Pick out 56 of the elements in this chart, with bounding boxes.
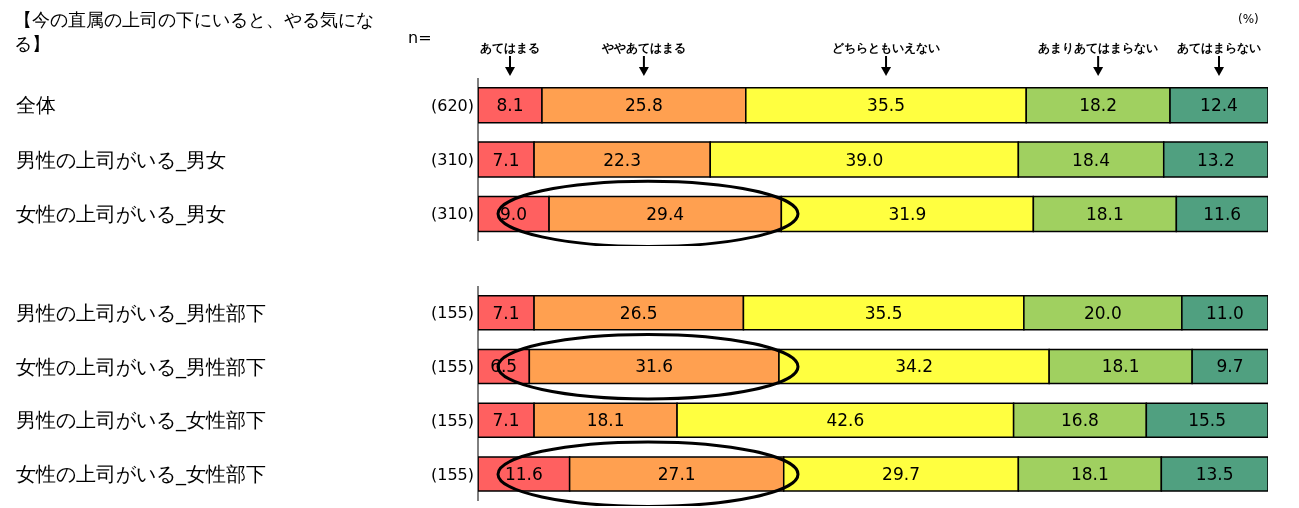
data-label: 42.6 <box>826 410 865 431</box>
text: あてはまらない <box>1177 41 1262 55</box>
y-tick-label: 男性の上司がいる_男女 <box>16 147 226 172</box>
data-label: 18.1 <box>1085 203 1124 224</box>
data-label: 11.6 <box>1203 203 1242 224</box>
text: (%) <box>1238 12 1259 26</box>
text: (155) <box>430 303 474 323</box>
data-label: 26.5 <box>619 302 658 323</box>
text: (155) <box>430 357 474 377</box>
data-label: 13.5 <box>1195 463 1234 484</box>
data-label: 9.0 <box>500 203 528 224</box>
data-label: 18.1 <box>1070 463 1109 484</box>
y-tick-label: 女性の上司がいる_男女 <box>16 201 226 226</box>
text: (155) <box>430 464 474 484</box>
text: (310) <box>430 204 474 224</box>
data-label: 25.8 <box>624 95 663 116</box>
data-label: 8.1 <box>496 95 524 116</box>
text: どちらともいえない <box>832 41 941 55</box>
text: n= <box>408 28 432 47</box>
text: あてはまる <box>479 41 540 55</box>
y-tick-label: 男性の上司がいる_男性部下 <box>16 300 266 325</box>
data-label: 35.5 <box>867 95 905 116</box>
data-label: 13.2 <box>1196 149 1235 170</box>
text: (620) <box>430 95 474 115</box>
data-label: 15.5 <box>1188 410 1227 431</box>
y-tick-label: 女性の上司がいる_男性部下 <box>16 354 266 379</box>
data-label: 27.1 <box>657 463 696 484</box>
y-tick-label: 全体 <box>16 93 56 118</box>
y-tick-label: 女性の上司がいる_女性部下 <box>16 462 266 487</box>
data-label: 29.4 <box>646 203 685 224</box>
data-label: 29.7 <box>882 463 920 484</box>
data-label: 22.3 <box>603 149 642 170</box>
data-label: 31.9 <box>888 203 927 224</box>
data-label: 11.6 <box>504 463 543 484</box>
text: (155) <box>430 410 474 430</box>
data-label: 31.6 <box>635 356 674 377</box>
data-label: 18.2 <box>1079 95 1118 116</box>
data-label: 39.0 <box>845 149 884 170</box>
data-label: 11.0 <box>1206 302 1244 323</box>
data-label: 18.1 <box>1101 356 1140 377</box>
data-label: 35.5 <box>864 302 903 323</box>
data-label: 18.1 <box>586 410 625 431</box>
data-label: 18.4 <box>1072 149 1110 170</box>
data-label: 7.1 <box>492 302 520 323</box>
data-label: 34.2 <box>895 356 934 377</box>
text: ややあてはまる <box>600 41 686 55</box>
text: 【今の直属の上司の下にいると、やる気になる】 <box>14 8 375 56</box>
data-label: 20.0 <box>1083 302 1122 323</box>
data-label: 7.1 <box>492 410 520 431</box>
data-label: 7.1 <box>492 149 520 170</box>
data-label: 9.7 <box>1216 356 1244 377</box>
data-label: 16.8 <box>1061 410 1099 431</box>
y-tick-label: 男性の上司がいる_女性部下 <box>16 408 266 433</box>
text: あまりあてはまらない <box>1038 41 1159 55</box>
data-label: 12.4 <box>1200 95 1238 116</box>
text: (310) <box>430 150 474 169</box>
